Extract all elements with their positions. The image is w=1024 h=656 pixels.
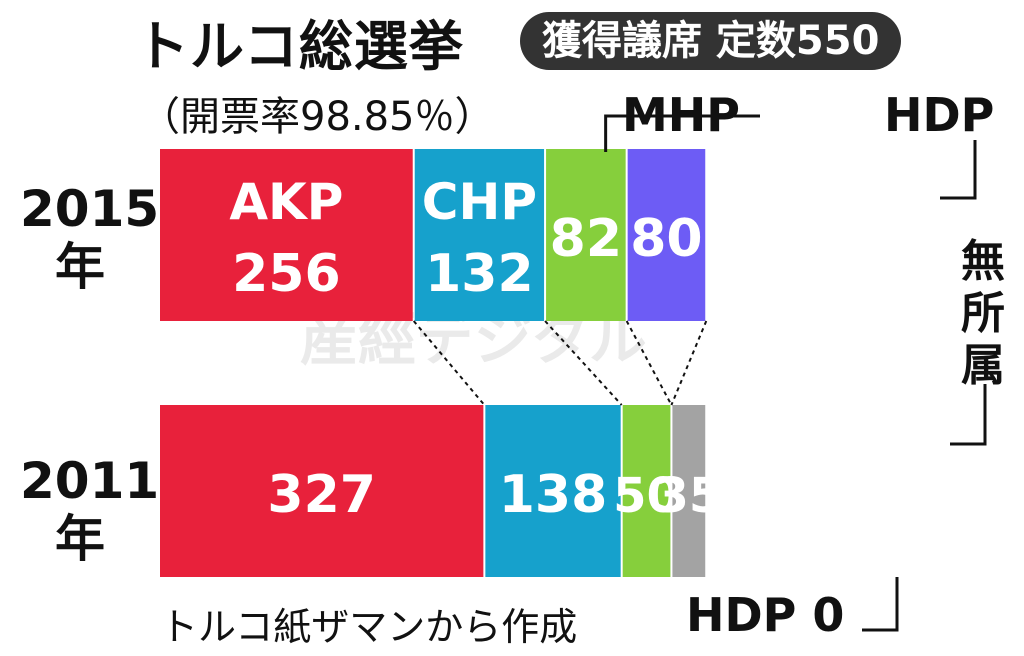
seat-value-akp-2015: 256 [232, 244, 341, 304]
independent-callout-label: 無所属 [961, 236, 1005, 391]
seat-value-mhp-2011: 50 [613, 468, 680, 524]
bar-mhp-2011 [622, 405, 671, 577]
hdp-callout-label: HDP [884, 88, 995, 142]
year-label-2015: 2015年 [20, 180, 160, 296]
hdp-leader-line [940, 140, 977, 200]
hdp-zero-callout-label: HDP 0 [686, 588, 845, 642]
source-note: トルコ紙ザマンから作成 [160, 605, 578, 649]
party-label-akp-2015: AKP [229, 173, 343, 231]
chart-title: トルコ総選挙 [135, 15, 464, 78]
connector-line-1 [412, 320, 486, 406]
bar-chp-2015 [414, 149, 545, 321]
seat-value-chp-2015: 132 [425, 244, 534, 304]
party-label-chp-2015: CHP [422, 173, 537, 231]
bar-akp-2015 [160, 149, 413, 321]
seats-subtitle-badge: 獲得議席 定数550 [520, 12, 902, 70]
year-label-2011: 2011年 [20, 452, 160, 568]
connector-line-4 [670, 320, 708, 406]
seat-value-hdp-2015: 80 [630, 209, 702, 269]
connector-line-2 [544, 320, 623, 406]
seat-value-akp-2011: 327 [267, 465, 376, 525]
seat-value-mhp-2015: 82 [550, 209, 622, 269]
independent-leader-line [950, 384, 987, 446]
mhp-leader-line [604, 114, 760, 152]
seat-value-independent-2011: 35 [655, 468, 722, 524]
bar-akp-2011 [160, 405, 484, 577]
bar-hdp-2015 [627, 149, 706, 321]
count-status: （開票率98.85％） [140, 94, 495, 140]
bar-independent-2011 [672, 405, 706, 577]
bar-chp-2011 [485, 405, 621, 577]
seat-value-chp-2011: 138 [499, 465, 608, 525]
mhp-callout-label: MHP [622, 88, 740, 142]
hdp-zero-leader-line [862, 577, 899, 632]
connector-line-3 [625, 320, 673, 406]
bar-mhp-2015 [546, 149, 626, 321]
